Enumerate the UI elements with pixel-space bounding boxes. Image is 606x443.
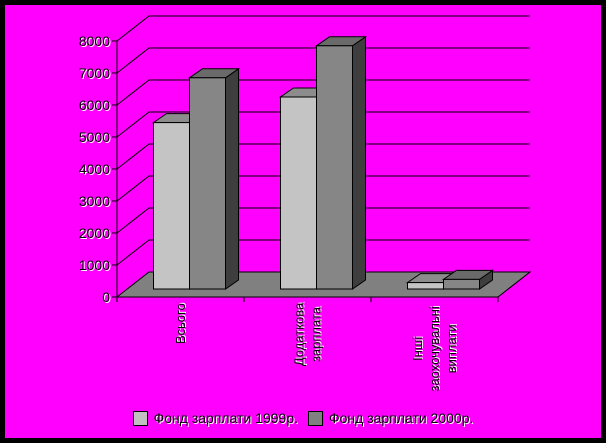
- value-axis-tick-label: 4000: [79, 161, 110, 177]
- bar-chart-3d: 0 1000 2000 3000 4000 5000 6000 7000 8000 Всього Д…: [79, 15, 532, 391]
- category-label: Всього: [173, 303, 188, 344]
- value-axis-tick-label: 0: [102, 289, 110, 305]
- gridline: [116, 143, 530, 170]
- gridline: [116, 79, 530, 106]
- value-axis-tick-label: 3000: [79, 193, 110, 209]
- value-axis-tick-label: 2000: [79, 225, 110, 241]
- category-label: виплати: [444, 324, 459, 373]
- value-axis-tick-label: 6000: [79, 97, 110, 113]
- gridline: [116, 175, 530, 202]
- category-label: Додаткова: [292, 302, 307, 366]
- legend-label-2000: Фонд зарплати 2000р.: [329, 410, 474, 426]
- gridline: [116, 47, 530, 74]
- bar: [280, 96, 317, 290]
- bar: [189, 77, 226, 290]
- bar: [153, 122, 190, 290]
- bar: [443, 278, 480, 290]
- legend-swatch-2000-icon: [308, 410, 323, 426]
- category-label: Інші: [410, 337, 425, 361]
- legend-item-2000: Фонд зарплати 2000р.: [308, 410, 473, 426]
- category-label: зарплата: [309, 306, 324, 362]
- gridline: [116, 15, 530, 42]
- value-axis-tick-label: 5000: [79, 129, 110, 145]
- bar-side: [225, 67, 239, 290]
- bar-side: [352, 35, 366, 290]
- value-axis-tick-label: 7000: [79, 65, 110, 81]
- value-axis-tick-label: 1000: [79, 257, 110, 273]
- bar: [407, 282, 444, 290]
- gridline: [116, 239, 530, 266]
- legend-swatch-1999-icon: [132, 410, 148, 426]
- legend-label-1999: Фонд зарплати 1999р.: [153, 410, 298, 426]
- legend-item-1999: Фонд зарплати 1999р.: [132, 410, 298, 426]
- value-axis-tick-label: 8000: [79, 33, 110, 49]
- gridline: [116, 111, 530, 138]
- gridline: [116, 207, 530, 234]
- legend: Фонд зарплати 1999р. Фонд зарплати 2000р…: [5, 407, 601, 429]
- category-label: заохочувальні: [427, 306, 442, 391]
- bar: [316, 45, 353, 290]
